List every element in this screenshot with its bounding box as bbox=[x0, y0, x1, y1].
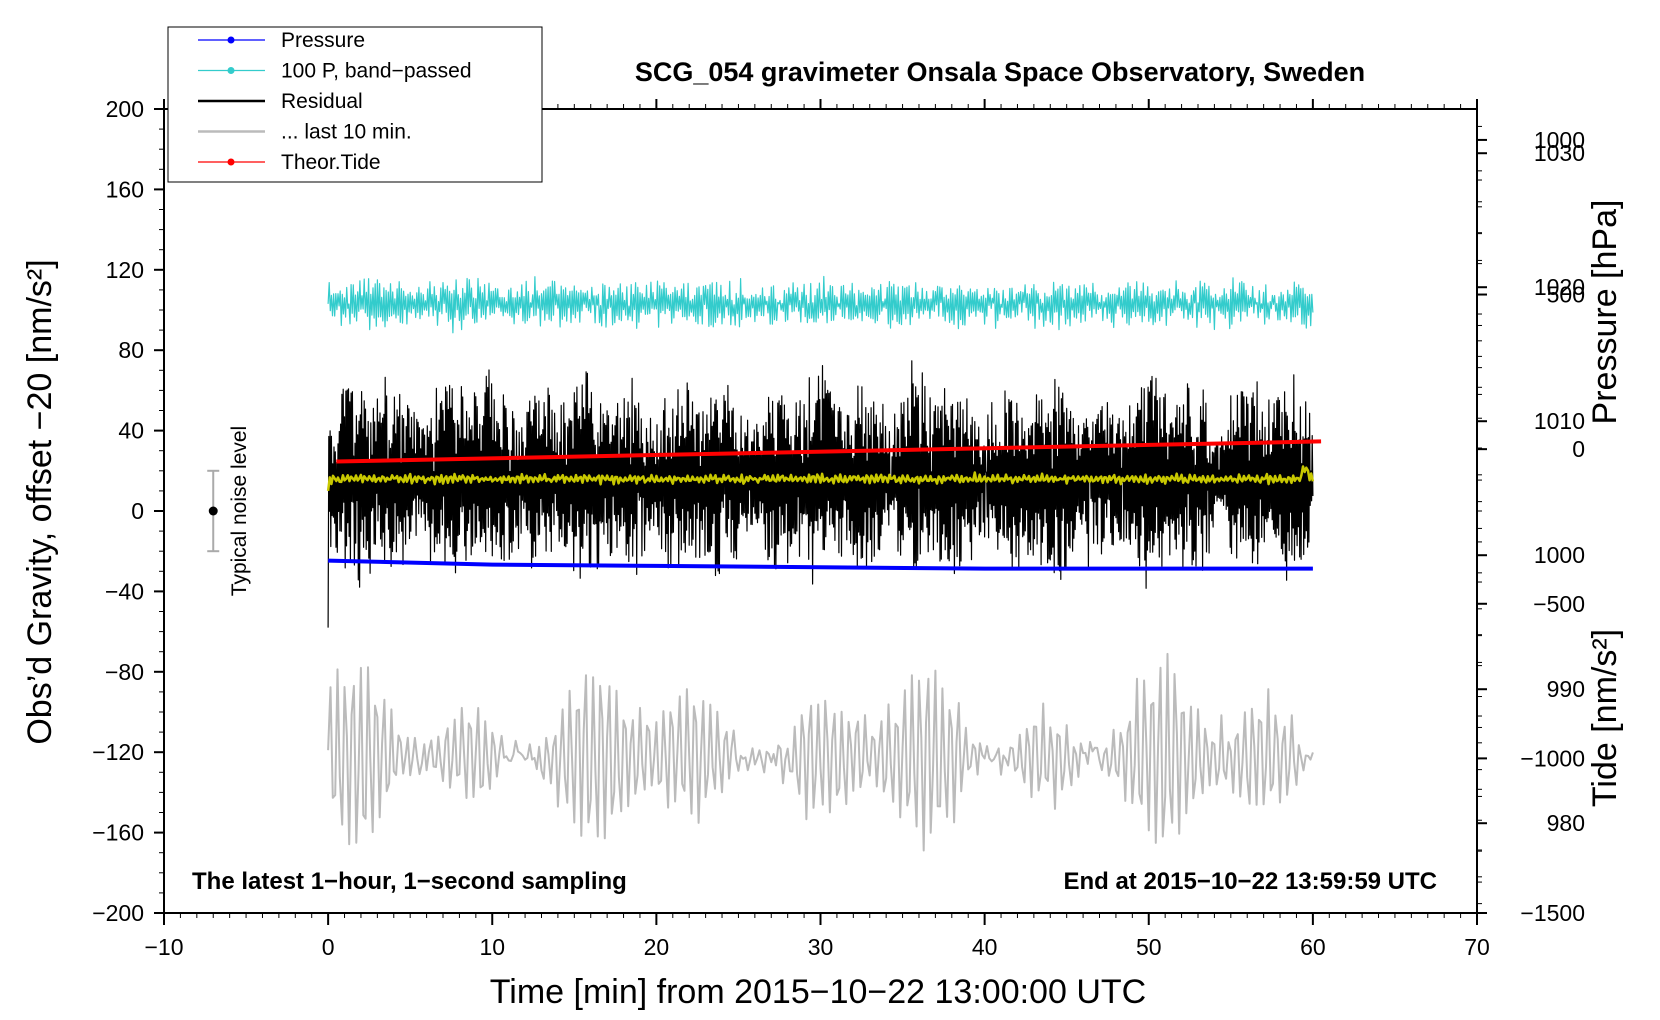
tide-line bbox=[336, 439, 1322, 464]
y-tick-label: 200 bbox=[106, 96, 144, 122]
chart-title: SCG_054 gravimeter Onsala Space Observat… bbox=[635, 57, 1365, 87]
legend-label: Pressure bbox=[281, 29, 365, 52]
x-tick-label: 30 bbox=[808, 934, 834, 960]
y-tick-label: −40 bbox=[105, 578, 144, 604]
legend-label: Theor.Tide bbox=[281, 151, 381, 174]
legend-label: ... last 10 min. bbox=[281, 121, 412, 144]
right-tick-label: 990 bbox=[1547, 676, 1585, 702]
noise-level-indicator: Typical noise level bbox=[207, 426, 251, 596]
x-axis: −10 0 10 20 30 40 50 60 70 bbox=[144, 99, 1490, 960]
y-tick-label: −160 bbox=[92, 820, 144, 846]
series-line bbox=[327, 652, 1314, 852]
y-axis-left-title: Obs’d Gravity, offset −20 [nm/s²] bbox=[21, 259, 59, 744]
y-axis-tide: 1000 500 0 −500 −1000 −1500 bbox=[1477, 127, 1585, 926]
x-tick-label: 70 bbox=[1464, 934, 1490, 960]
right-tick-label: 500 bbox=[1547, 282, 1585, 308]
y-tick-label: 120 bbox=[106, 257, 144, 283]
series-line bbox=[327, 360, 1314, 628]
series-pressure bbox=[328, 558, 1313, 571]
x-tick-label: 10 bbox=[479, 934, 505, 960]
series-theor-tide bbox=[336, 439, 1322, 464]
right-tick-label: −1500 bbox=[1520, 900, 1585, 926]
y-tick-label: 0 bbox=[131, 498, 144, 524]
y-axis-pressure: 1030 1020 1010 1000 990 980 bbox=[1477, 125, 1585, 905]
series-line bbox=[327, 275, 1314, 334]
legend-marker bbox=[227, 158, 235, 166]
right-tick-label: 1000 bbox=[1534, 127, 1585, 153]
right-tick-label: 1010 bbox=[1534, 408, 1585, 434]
x-tick-label: 20 bbox=[644, 934, 670, 960]
pressure-line bbox=[328, 558, 1313, 571]
x-tick-label: 40 bbox=[972, 934, 998, 960]
y-tick-label: 80 bbox=[118, 337, 144, 363]
noise-label: Typical noise level bbox=[228, 426, 251, 596]
x-tick-label: −10 bbox=[144, 934, 183, 960]
annotation-sampling: The latest 1−hour, 1−second sampling bbox=[192, 868, 627, 895]
legend: Pressure 100 P, band−passed Residual ... la… bbox=[167, 26, 543, 183]
y-axis-pressure-title: Pressure [hPa] bbox=[1586, 200, 1624, 425]
right-tick-label: 1000 bbox=[1534, 542, 1585, 568]
series-pressure-band-passed bbox=[327, 275, 1314, 334]
series-last-10-min bbox=[327, 652, 1314, 852]
right-tick-label: −1000 bbox=[1520, 745, 1585, 771]
right-tick-label: 0 bbox=[1572, 436, 1585, 462]
y-axis-tide-title: Tide [nm/s²] bbox=[1586, 629, 1624, 807]
series-line bbox=[326, 465, 1315, 492]
annotation-end-time: End at 2015−10−22 13:59:59 UTC bbox=[1063, 868, 1437, 895]
right-tick-label: 1020 bbox=[1534, 274, 1585, 300]
x-axis-title: Time [min] from 2015−10−22 13:00:00 UTC bbox=[490, 973, 1146, 1011]
series-residual-smoothed bbox=[326, 465, 1315, 492]
legend-box bbox=[167, 26, 543, 183]
y-tick-label: −120 bbox=[92, 739, 144, 765]
y-tick-label: 40 bbox=[118, 418, 144, 444]
x-tick-label: 50 bbox=[1136, 934, 1162, 960]
series-residual bbox=[327, 360, 1314, 628]
y-tick-label: −80 bbox=[105, 659, 144, 685]
noise-center-dot bbox=[208, 506, 218, 516]
y-tick-label: 160 bbox=[106, 176, 144, 202]
y-axis-left: 200 160 120 80 40 0 −40 −80 −120 −160 −200 bbox=[92, 96, 164, 926]
legend-marker bbox=[227, 36, 235, 44]
x-tick-label: 60 bbox=[1300, 934, 1326, 960]
x-tick-label: 0 bbox=[322, 934, 335, 960]
right-tick-label: 1030 bbox=[1534, 140, 1585, 166]
legend-label: 100 P, band−passed bbox=[281, 60, 472, 83]
legend-label: Residual bbox=[281, 90, 363, 113]
right-tick-label: −500 bbox=[1533, 591, 1585, 617]
y-tick-label: −200 bbox=[92, 900, 144, 926]
legend-marker bbox=[227, 67, 235, 74]
right-tick-label: 980 bbox=[1547, 810, 1585, 836]
